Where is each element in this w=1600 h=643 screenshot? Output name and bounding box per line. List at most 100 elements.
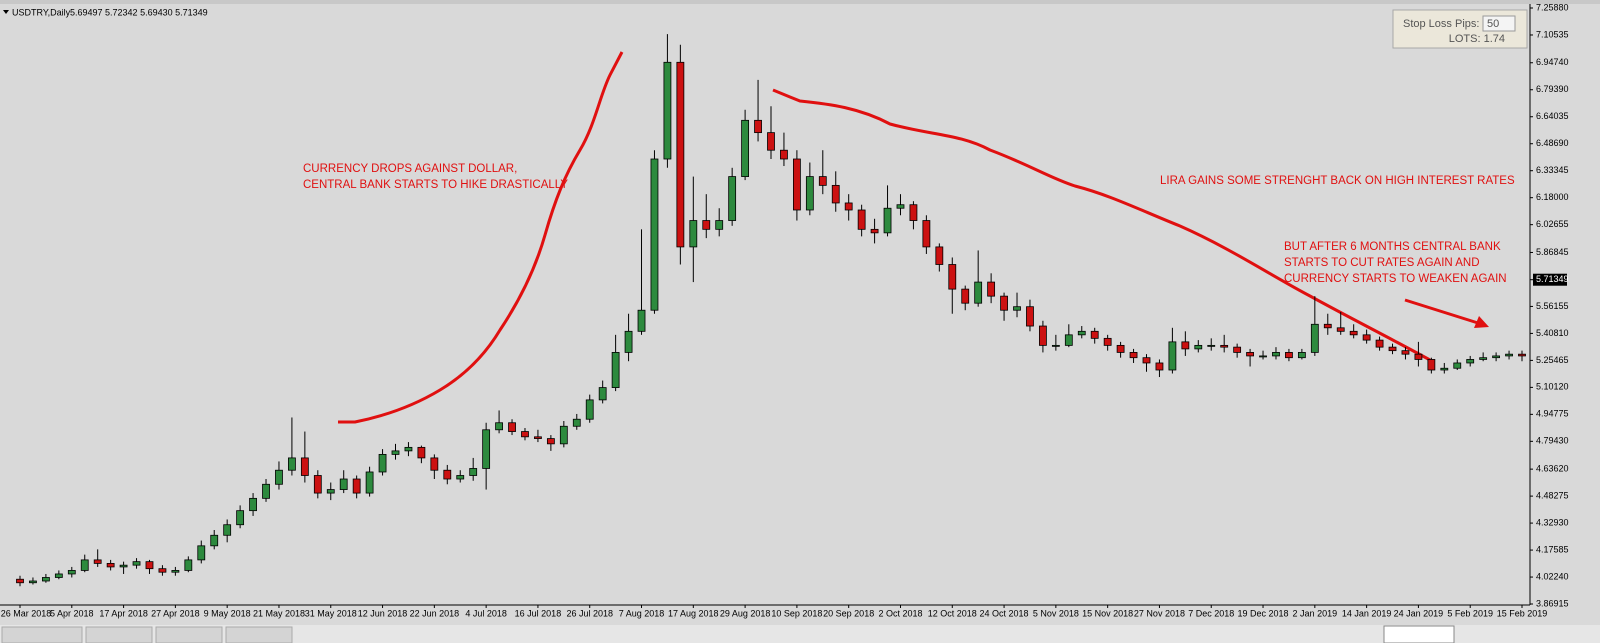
candle-body <box>559 425 568 445</box>
candle-body <box>1259 355 1267 358</box>
tab[interactable] <box>225 626 293 643</box>
candle-body <box>1401 350 1410 355</box>
tab[interactable] <box>155 626 223 643</box>
candle-body <box>1440 367 1449 371</box>
candle-body <box>508 422 516 432</box>
candle-body <box>1505 353 1513 357</box>
candle-body <box>1466 359 1475 364</box>
candle-body <box>715 220 724 230</box>
candle-body <box>404 446 413 452</box>
x-tick-label: 7 Aug 2018 <box>619 608 665 618</box>
x-tick-label: 14 Jan 2019 <box>1342 608 1392 618</box>
candle-body <box>948 264 957 290</box>
candle-body <box>1013 306 1021 311</box>
x-tick-label: 2 Jan 2019 <box>1293 608 1338 618</box>
candle-body <box>16 578 24 584</box>
x-tick-label: 16 Jul 2018 <box>515 608 562 618</box>
candle-body <box>106 563 115 568</box>
candle-body <box>339 478 348 490</box>
top-strip <box>0 0 1600 4</box>
active-tab[interactable] <box>1383 625 1455 643</box>
y-tick-label: 6.64035 <box>1536 111 1569 121</box>
candle-body <box>1129 352 1138 359</box>
candle-body <box>883 207 892 234</box>
x-tick-label: 5 Nov 2018 <box>1033 608 1079 618</box>
candle-body <box>974 281 983 304</box>
candle-body <box>1090 330 1099 339</box>
candle-body <box>80 559 89 571</box>
candle-body <box>1155 362 1164 371</box>
candle-body <box>1168 341 1177 371</box>
candle-body <box>93 559 102 564</box>
candle-body <box>288 457 296 471</box>
y-tick-label: 6.18000 <box>1536 192 1569 202</box>
candle-body <box>300 457 309 476</box>
candle-body <box>870 228 879 234</box>
candle-body <box>171 570 180 573</box>
candle-body <box>780 149 788 160</box>
candle-body <box>818 176 827 186</box>
candle-body <box>1375 339 1384 348</box>
candle-body <box>54 573 63 578</box>
candle-body <box>728 176 737 221</box>
x-tick-label: 2 Oct 2018 <box>878 608 922 618</box>
candle-body <box>1388 346 1397 352</box>
y-tick-label: 4.79430 <box>1536 436 1569 446</box>
candle-body <box>495 422 503 431</box>
y-tick-label: 5.25465 <box>1536 355 1569 365</box>
candle-body <box>1297 352 1306 359</box>
x-tick-label: 5 Apr 2018 <box>50 608 94 618</box>
candle-body <box>792 158 801 211</box>
tab[interactable] <box>85 626 153 643</box>
y-tick-label: 4.32930 <box>1536 517 1569 527</box>
candle-body <box>650 158 659 311</box>
stop-loss-panel: Stop Loss Pips: 50 LOTS: 1.74 <box>1392 9 1528 49</box>
y-tick-label: 6.02655 <box>1536 219 1569 229</box>
candle-body <box>391 450 400 455</box>
candle-body <box>896 204 905 209</box>
x-tick-label: 31 May 2018 <box>305 608 357 618</box>
menu-arrow[interactable] <box>3 10 9 14</box>
candle-body <box>1051 344 1060 347</box>
candle-body <box>119 564 128 568</box>
candle-body <box>236 510 245 526</box>
x-tick-label: 26 Mar 2018 <box>1 608 52 618</box>
candle-body <box>1181 341 1190 350</box>
candle-body <box>262 483 270 499</box>
candle-body <box>29 580 37 584</box>
candle-body <box>313 475 322 494</box>
annotation: STARTS TO CUT RATES AGAIN AND <box>1284 257 1480 269</box>
candle-body <box>158 568 167 573</box>
notes: CURRENCY DROPS AGAINST DOLLAR, CENTRAL B… <box>303 163 1515 285</box>
candle-body <box>1479 357 1488 360</box>
candle-body <box>1285 352 1293 359</box>
candle-body <box>1116 344 1125 353</box>
x-tick-label: 4 Jul 2018 <box>465 608 507 618</box>
y-tick-label: 6.94740 <box>1536 57 1569 67</box>
candle-body <box>469 468 478 476</box>
y-tick-label: 4.17585 <box>1536 544 1569 554</box>
candle-body <box>145 561 154 570</box>
candle-body <box>961 288 970 304</box>
annotation: CURRENCY STARTS TO WEAKEN AGAIN <box>1284 273 1507 285</box>
candle-body <box>754 119 762 134</box>
x-tick-label: 26 Jul 2018 <box>566 608 613 618</box>
y-tick-label: 7.25880 <box>1536 2 1569 12</box>
x-tick-label: 27 Apr 2018 <box>151 608 200 618</box>
x-tick-label: 15 Nov 2018 <box>1082 608 1133 618</box>
candle-body <box>546 438 555 445</box>
candle-body <box>1492 355 1501 359</box>
annotation: CURRENCY DROPS AGAINST DOLLAR, <box>303 163 517 175</box>
current-price-label: 5.71349 <box>1536 274 1569 284</box>
candle-body <box>326 489 335 494</box>
candle-body <box>352 478 361 494</box>
candle-body <box>922 220 931 248</box>
pips-input[interactable] <box>1482 15 1516 32</box>
x-tick-label: 20 Sep 2018 <box>823 608 874 618</box>
y-tick-label: 4.48275 <box>1536 490 1569 500</box>
x-tick-label: 5 Feb 2019 <box>1447 608 1493 618</box>
candle-body <box>857 209 866 230</box>
tab[interactable] <box>1 626 83 643</box>
